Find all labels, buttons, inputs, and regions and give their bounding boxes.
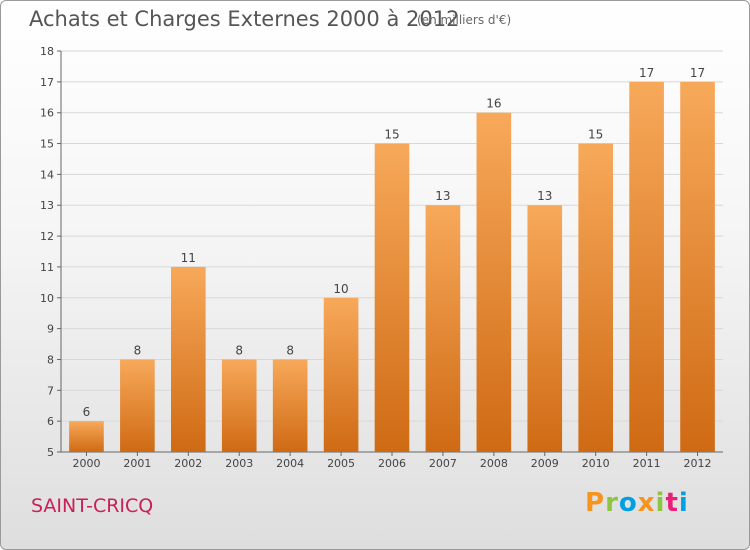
x-tick-label: 2009 (531, 457, 559, 470)
bar (680, 81, 715, 452)
x-tick-label: 2002 (174, 457, 202, 470)
x-tick-label: 2010 (582, 457, 610, 470)
x-tick-label: 2003 (225, 457, 253, 470)
y-tick-label: 17 (40, 76, 54, 89)
logo-letter: r (605, 488, 619, 518)
bar (425, 205, 461, 452)
logo-letter: P (585, 488, 606, 518)
x-tick-label: 2012 (684, 457, 712, 470)
data-label: 15 (588, 128, 603, 142)
bar (272, 359, 308, 452)
x-tick-label: 2007 (429, 457, 457, 470)
data-label: 17 (639, 66, 654, 80)
data-label: 13 (537, 189, 552, 203)
chart-unit-label: (en milliers d'€) (417, 13, 512, 27)
y-tick-label: 8 (47, 353, 54, 366)
bar (527, 205, 563, 452)
bar (374, 143, 410, 453)
data-label: 11 (181, 251, 196, 265)
logo-letter: t (665, 488, 679, 518)
y-tick-label: 13 (40, 199, 54, 212)
data-label: 8 (235, 343, 243, 357)
y-tick-label: 6 (47, 415, 54, 428)
data-label: 10 (333, 282, 348, 296)
y-tick-label: 7 (47, 384, 54, 397)
x-tick-label: 2006 (378, 457, 406, 470)
data-label: 8 (134, 343, 142, 357)
y-tick-label: 16 (40, 107, 54, 120)
y-tick-label: 5 (47, 446, 54, 459)
x-tick-label: 2011 (633, 457, 661, 470)
data-label: 17 (690, 66, 705, 80)
bar (323, 297, 359, 452)
logo-letter: i (655, 488, 666, 518)
x-tick-label: 2004 (276, 457, 304, 470)
data-label: 13 (435, 189, 450, 203)
bar (476, 112, 512, 452)
data-label: 6 (83, 405, 91, 419)
y-tick-label: 9 (47, 323, 54, 336)
y-tick-label: 14 (40, 168, 54, 181)
bar (221, 359, 257, 452)
logo-letter: i (678, 488, 689, 518)
bar (120, 359, 155, 452)
y-tick-label: 15 (40, 138, 54, 151)
chart-title: Achats et Charges Externes 2000 à 2012 (29, 7, 460, 31)
logo-letter: o (618, 488, 638, 518)
data-label: 8 (286, 343, 294, 357)
commune-name: SAINT-CRICQ (31, 495, 154, 517)
logo-letter: x (637, 488, 656, 518)
bar (170, 266, 206, 452)
y-tick-label: 12 (40, 230, 54, 243)
bar (69, 421, 104, 452)
bar (629, 81, 664, 452)
y-tick-label: 10 (40, 292, 54, 305)
y-tick-label: 11 (40, 261, 54, 274)
x-tick-label: 2008 (480, 457, 508, 470)
y-tick-label: 18 (40, 45, 54, 58)
bar (578, 143, 614, 453)
data-label: 16 (486, 97, 501, 111)
data-label: 15 (384, 128, 399, 142)
x-tick-label: 2001 (123, 457, 151, 470)
x-tick-label: 2000 (72, 457, 100, 470)
x-tick-label: 2005 (327, 457, 355, 470)
proxiti-logo: Proxiti (585, 488, 689, 518)
